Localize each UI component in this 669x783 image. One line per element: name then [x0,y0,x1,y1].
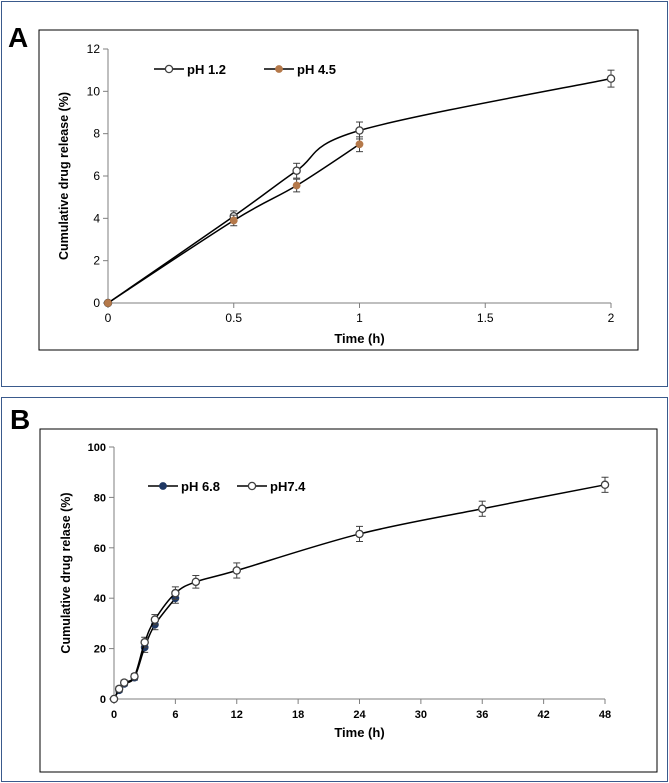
chart1-x-tick-label: 18 [292,709,304,721]
chart0-series-ph-4-5-point [292,181,301,190]
chart1-y-tick-label: 40 [94,593,106,605]
chart1-series-ph7-4-point [232,566,241,575]
chart1-x-tick-label: 30 [415,709,427,721]
chart1-series-ph7-4-point [171,588,180,598]
panel-a: A 0 0.5 1 1.5 2 0 2 4 6 8 10 12 Time (h) Cumulative d… [1,1,668,387]
chart1-y-tick-label: 100 [88,442,106,454]
chart0-legend-label: pH 1.2 [187,62,226,77]
chart1-y-tick-label: 60 [94,543,106,555]
chart0-y-tick-label: 2 [93,254,100,268]
chart1-y-tick-label: 80 [94,492,106,504]
chart0-x-tick-label: 0.5 [225,311,242,325]
chart0-series-ph-1-2-point [355,126,364,135]
chart1-series-ph7-4-point [119,678,129,687]
chart0-legend-marker [275,65,283,73]
chart1-series-ph7-4-point [477,504,487,513]
chart1-legend-marker [159,482,167,490]
chart0-series-ph-4-5-point [229,216,238,225]
chart1-series-ph7-4-point [140,638,149,647]
chart0-series-ph-1-2-line [107,77,612,304]
chart-a: 0 0.5 1 1.5 2 0 2 4 6 8 10 12 Time (h) Cumulative dru… [38,29,639,351]
chart1-series-ph7-4-point [109,694,119,704]
chart1-series-ph7-4-point [355,529,364,539]
chart1-x-tick-label: 6 [172,709,178,721]
chart1-x-tick-label: 42 [538,709,550,721]
chart1-legend-label: pH7.4 [270,479,306,494]
chart0-y-tick-label: 12 [87,42,101,56]
chart1-x-tick-label: 24 [353,709,366,721]
chart1-plot-area [39,428,658,773]
chart1-legend-label: pH 6.8 [181,479,220,494]
chart0-x-tick-label: 0 [105,311,112,325]
chart0-legend-marker [164,64,174,74]
chart1-x-tick-label: 36 [476,709,488,721]
chart1-y-tick-label: 0 [100,694,106,706]
chart1-legend-marker [247,481,257,491]
chart0-y-tick-label: 10 [87,84,101,98]
chart1-y-tick-label: 20 [94,644,106,656]
chart1-x-tick-label: 12 [231,709,243,721]
chart0-series-ph-4-5-point [355,140,364,149]
panel-b-letter: B [10,404,31,435]
chart1-x-tick-label: 0 [111,709,117,721]
chart0-y-tick-label: 8 [93,127,100,141]
chart-b: 0 6 12 18 24 30 36 42 48 0 20 40 60 80 100 Time (h) Cumu… [39,428,658,773]
chart0-legend-label: pH 4.5 [297,62,336,77]
chart1-series-ph7-4-point [600,480,610,490]
chart0-y-tick-label: 4 [93,211,100,225]
chart1-x-tick-label: 48 [599,709,611,721]
chart0-x-tick-label: 1 [356,311,363,325]
chart1-series-ph7-4-point [130,672,139,681]
chart0-y-tick-label: 0 [93,296,100,310]
chart0-plot-area [38,29,639,351]
chart0-y-tick-label: 6 [93,169,100,183]
chart0-series-ph-4-5-line [107,143,360,304]
chart1-series-ph7-4-point [150,615,160,624]
chart1-y-axis-label: Cumulative drug relase (%) [59,492,73,653]
chart1-series-ph7-4-point [191,577,201,587]
chart0-series-ph-1-2-point [292,166,301,175]
panel-b: B 0 6 12 18 24 30 36 42 48 0 20 40 60 80 100 Time (h) Cu… [1,397,668,782]
chart0-series-ph-1-2-point [606,74,616,83]
chart1-series-ph7-4-line [113,484,606,700]
chart0-x-tick-label: 1.5 [477,311,494,325]
panel-a-letter: A [8,22,29,53]
chart0-x-axis-label: Time (h) [334,331,384,346]
chart0-y-axis-label: Cumulative drug release (%) [57,92,71,260]
chart0-series-ph-4-5-point [104,299,112,307]
chart0-x-tick-label: 2 [608,311,615,325]
chart1-x-axis-label: Time (h) [334,725,384,740]
chart1-series-ph7-4-point [114,684,124,694]
